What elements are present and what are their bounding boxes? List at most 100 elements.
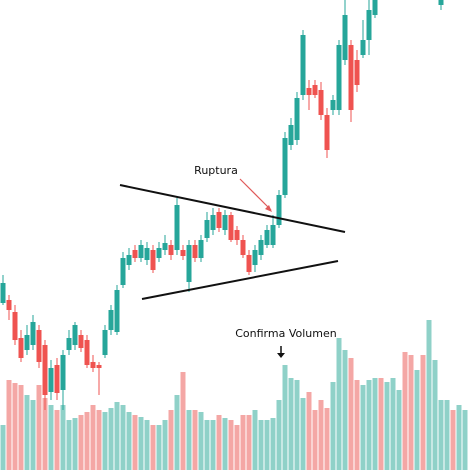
candle-body	[120, 258, 126, 285]
candle-body	[300, 35, 306, 95]
volume-bar	[30, 400, 36, 470]
candle-body	[270, 225, 276, 245]
candle-body	[372, 0, 378, 15]
volume-bar	[366, 380, 372, 470]
candle-body	[66, 338, 72, 350]
volume-bar	[204, 420, 210, 470]
candle-body	[78, 335, 84, 348]
volume-bar	[270, 418, 276, 470]
candle-body	[180, 250, 186, 256]
volume-bar	[240, 415, 246, 470]
volume-bar	[228, 420, 234, 470]
volume-bar	[24, 395, 30, 470]
volume-bar	[198, 412, 204, 470]
volume-bar	[426, 320, 432, 470]
candle-body	[318, 90, 324, 115]
volume-bar	[306, 392, 312, 470]
volume-bar	[378, 378, 384, 470]
candle-body	[324, 115, 330, 150]
volume-bar	[138, 417, 144, 470]
volume-bar	[162, 420, 168, 470]
candle-body	[12, 312, 18, 340]
volume-bar	[288, 378, 294, 470]
candle-body	[228, 215, 234, 240]
volume-bar	[438, 400, 444, 470]
candle-body	[108, 310, 114, 330]
volume-bar	[96, 410, 102, 470]
volume-bar	[0, 425, 6, 470]
volume-bar	[342, 350, 348, 470]
candle-body	[150, 250, 156, 270]
candle-body	[42, 345, 48, 395]
volume-bar	[300, 398, 306, 470]
volume-bars	[0, 320, 468, 470]
candles	[0, 0, 444, 410]
candle-body	[186, 245, 192, 282]
volume-bar	[432, 360, 438, 470]
volume-bar	[222, 418, 228, 470]
candle-body	[246, 255, 252, 272]
volume-bar	[258, 420, 264, 470]
candle-body	[306, 88, 312, 95]
volume-bar	[102, 412, 108, 470]
volume-bar	[348, 358, 354, 470]
candle-body	[354, 60, 360, 85]
candle-body	[24, 335, 30, 350]
volume-bar	[312, 410, 318, 470]
volume-arrow-head	[277, 353, 285, 358]
candle-body	[282, 138, 288, 195]
volume-bar	[402, 352, 408, 470]
candle-body	[330, 100, 336, 110]
volume-bar	[78, 415, 84, 470]
candle-body	[312, 85, 318, 95]
candle-body	[30, 322, 36, 345]
volume-bar	[336, 338, 342, 470]
volume-bar	[246, 415, 252, 470]
candle-body	[144, 248, 150, 260]
candle-body	[126, 255, 132, 265]
volume-bar	[420, 355, 426, 470]
candle-body	[60, 355, 66, 390]
candle-body	[252, 250, 258, 265]
volume-bar	[150, 425, 156, 470]
volume-bar	[12, 383, 18, 470]
candle-body	[276, 195, 282, 225]
breakout-arrow-head	[265, 205, 272, 212]
volume-bar	[414, 370, 420, 470]
volume-bar	[84, 412, 90, 470]
candle-body	[96, 365, 102, 368]
candle-body	[102, 330, 108, 355]
volume-bar	[54, 410, 60, 470]
candle-body	[156, 248, 162, 258]
candle-body	[6, 300, 12, 310]
candle-body	[132, 250, 138, 258]
breakout-arrow	[239, 178, 272, 211]
volume-bar	[450, 410, 456, 470]
candle-body	[90, 362, 96, 368]
candle-body	[18, 338, 24, 358]
volume-bar	[276, 400, 282, 470]
volume-bar	[90, 405, 96, 470]
candle-body	[222, 215, 228, 230]
volume-bar	[384, 382, 390, 470]
volume-bar	[168, 410, 174, 470]
volume-bar	[216, 415, 222, 470]
volume-bar	[186, 410, 192, 470]
volume-bar	[294, 380, 300, 470]
volume-bar	[6, 380, 12, 470]
candle-body	[162, 243, 168, 250]
candle-body	[48, 368, 54, 392]
volume-bar	[330, 382, 336, 470]
volume-bar	[444, 400, 450, 470]
candle-body	[348, 45, 354, 110]
volume-bar	[156, 425, 162, 470]
annotation: Ruptura	[194, 164, 238, 177]
candle-body	[0, 283, 6, 303]
volume-bar	[42, 398, 48, 470]
candle-body	[294, 98, 300, 140]
volume-bar	[390, 378, 396, 470]
volume-bar	[108, 408, 114, 470]
candle-body	[360, 40, 366, 55]
candle-body	[240, 240, 246, 255]
